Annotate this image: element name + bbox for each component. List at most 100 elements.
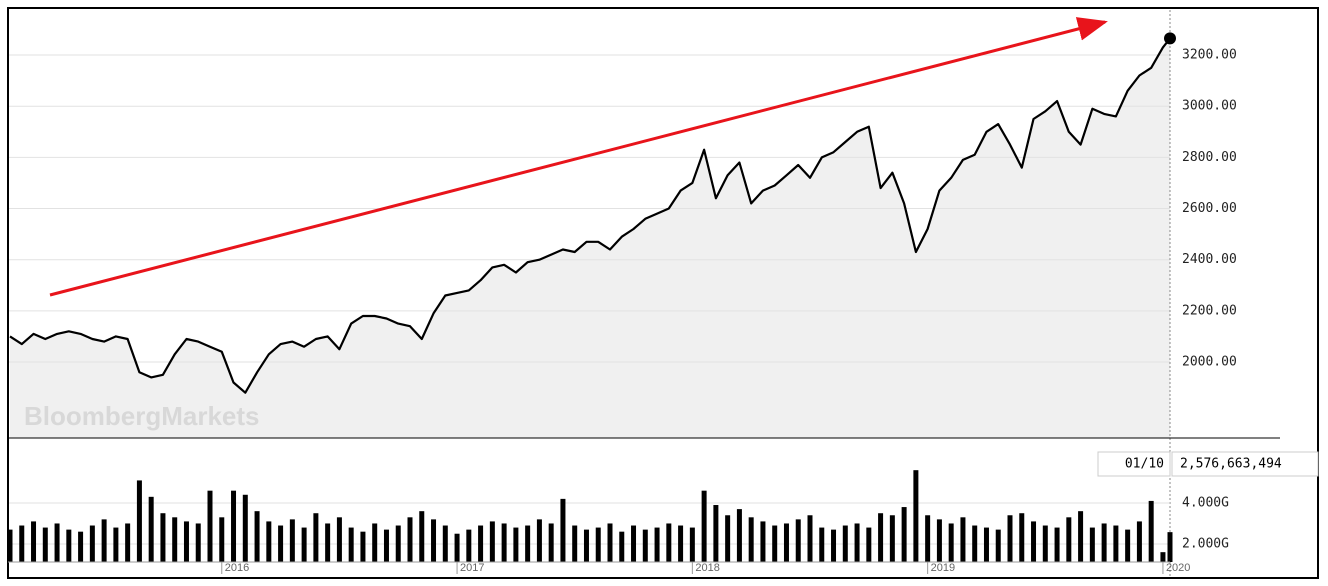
y-tick-label: 2.000G [1182, 536, 1229, 551]
volume-bar [807, 515, 813, 562]
volume-bar [583, 529, 589, 562]
volume-bar [772, 525, 778, 562]
y-tick-label: 3000.00 [1182, 99, 1237, 114]
volume-bar [1167, 532, 1173, 562]
volume-bar [631, 525, 637, 562]
y-tick-label: 2400.00 [1182, 252, 1237, 267]
x-tick-label: 2017 [460, 562, 484, 574]
volume-bar [325, 523, 331, 562]
volume-bar [795, 519, 801, 562]
volume-bar [819, 527, 825, 562]
volume-bar [560, 498, 566, 562]
volume-bar [478, 525, 484, 562]
volume-bar [19, 525, 25, 562]
price-line [9, 37, 1171, 394]
volume-bar [372, 523, 378, 562]
volume-bar [183, 521, 189, 562]
y-tick-label: 2600.00 [1182, 201, 1237, 216]
volume-bar [360, 531, 366, 562]
volume-bar [854, 523, 860, 562]
y-tick-label: 3200.00 [1182, 48, 1237, 63]
volume-bar [125, 523, 131, 562]
volume-bar [572, 525, 578, 562]
volume-bar [689, 527, 695, 562]
volume-bar [336, 517, 342, 562]
volume-bar [513, 527, 519, 562]
volume-bar [736, 509, 742, 562]
frame [7, 7, 1319, 579]
volume-bar [42, 527, 48, 562]
volume-bar [536, 519, 542, 562]
volume-bar [278, 525, 284, 562]
volume-bar [9, 529, 13, 562]
volume-bar [913, 470, 919, 562]
y-tick-label: 2800.00 [1182, 150, 1237, 165]
volume-bar [136, 480, 142, 562]
volume-bar [254, 511, 260, 562]
volume-bar [1054, 527, 1060, 562]
volume-bar [1136, 521, 1142, 562]
volume-bar [489, 521, 495, 562]
watermark: BloombergMarkets [24, 401, 260, 431]
volume-bar [1113, 525, 1119, 562]
volume-bar [866, 527, 872, 562]
trend-arrow [49, 17, 1108, 297]
y-tick-label: 4.000G [1182, 495, 1229, 510]
price-area [10, 38, 1170, 439]
volume-bar [454, 533, 460, 562]
volume-bar [972, 525, 978, 562]
volume-bar [701, 490, 707, 562]
volume-bar [783, 523, 789, 562]
volume-bar [889, 515, 895, 562]
volume-bar [1089, 527, 1095, 562]
volume-bar [831, 529, 837, 562]
volume-bar [172, 517, 178, 562]
volume-bar [1031, 521, 1037, 562]
volume-bar [1125, 529, 1131, 562]
volume-bar [948, 523, 954, 562]
y-tick-label: 2200.00 [1182, 303, 1237, 318]
volume-bar [289, 519, 295, 562]
x-tick-label: 2019 [931, 562, 955, 574]
volume-bar [925, 515, 931, 562]
volume-bar [219, 517, 225, 562]
volume-bar [960, 517, 966, 562]
volume-bar [242, 494, 248, 562]
crosshair-date: 01/10 [1125, 457, 1164, 472]
volume-bar [666, 523, 672, 562]
volume-bar [301, 527, 307, 562]
volume-bar [678, 525, 684, 562]
volume-bar [407, 517, 413, 562]
volume-bar [348, 527, 354, 562]
plot-layer [9, 10, 1176, 577]
volume-bar [983, 527, 989, 562]
volume-bar [1160, 552, 1166, 562]
volume-bar [266, 521, 272, 562]
volume-bar [1042, 525, 1048, 562]
volume-bar [395, 525, 401, 562]
volume-bar [995, 529, 1001, 562]
volume-bar [78, 531, 84, 562]
volume-bar [66, 529, 72, 562]
y-tick-label: 2000.00 [1182, 355, 1237, 370]
volume-bar [442, 525, 448, 562]
volume-bar [195, 523, 201, 562]
volume-bar [607, 523, 613, 562]
volume-bar [1066, 517, 1072, 562]
volume-bar [901, 507, 907, 562]
volume-bar [595, 527, 601, 562]
volume-bar [1148, 500, 1154, 562]
volume-bar [654, 527, 660, 562]
volume-bar [760, 521, 766, 562]
volume-bar [842, 525, 848, 562]
volume-bar [548, 523, 554, 562]
crosshair-value-box [1171, 451, 1319, 477]
volume-bar [525, 525, 531, 562]
volume-bar [89, 525, 95, 562]
volume-bar [1078, 511, 1084, 562]
volume-bar [1101, 523, 1107, 562]
volume-bar [383, 529, 389, 562]
volume-bar [713, 505, 719, 562]
volume-bar [419, 511, 425, 562]
